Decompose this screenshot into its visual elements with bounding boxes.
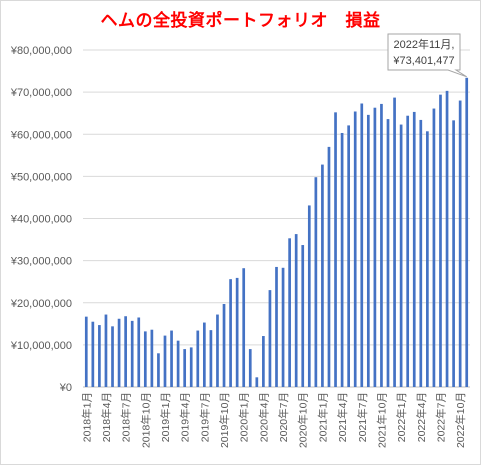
bar bbox=[445, 90, 449, 387]
bar bbox=[458, 100, 462, 388]
bar bbox=[196, 330, 200, 387]
bar bbox=[439, 94, 442, 387]
bar bbox=[248, 349, 252, 387]
chart-title: ヘムの全投資ポートフォリオ 損益 bbox=[100, 11, 381, 31]
bar bbox=[294, 234, 298, 387]
callout-box bbox=[387, 33, 467, 78]
x-tick-label: 2020年10月 bbox=[297, 392, 310, 448]
y-tick-label: ¥70,000,000 bbox=[10, 87, 72, 99]
bar bbox=[426, 131, 429, 387]
bar bbox=[229, 279, 232, 387]
x-tick-label: 2019年10月 bbox=[218, 392, 231, 448]
bar bbox=[288, 238, 291, 387]
bar bbox=[301, 245, 305, 387]
bar bbox=[98, 325, 101, 387]
bar bbox=[183, 349, 187, 387]
bar bbox=[399, 124, 403, 387]
x-tick-label: 2018年7月 bbox=[120, 392, 133, 442]
callout-label-value: ¥73,401,477 bbox=[392, 55, 454, 67]
bar bbox=[111, 326, 114, 387]
bar bbox=[380, 103, 383, 388]
bar bbox=[406, 115, 410, 387]
y-tick-label: ¥60,000,000 bbox=[10, 129, 72, 141]
x-tick-label: 2021年7月 bbox=[356, 392, 369, 442]
y-tick-label: ¥50,000,000 bbox=[10, 171, 72, 183]
bar bbox=[465, 77, 469, 388]
bar bbox=[360, 103, 364, 387]
bar bbox=[170, 330, 173, 387]
bar bbox=[393, 97, 396, 387]
x-tick-label: 2022年10月 bbox=[454, 392, 467, 448]
bar bbox=[222, 304, 226, 387]
bar bbox=[268, 290, 272, 387]
bar bbox=[275, 266, 278, 387]
x-tick-label: 2021年1月 bbox=[316, 392, 329, 442]
bar bbox=[150, 329, 154, 387]
bar bbox=[347, 125, 351, 387]
bar bbox=[334, 112, 337, 387]
bar bbox=[255, 377, 259, 387]
x-tick-label: 2022年4月 bbox=[415, 392, 428, 442]
bar bbox=[157, 353, 160, 387]
bar bbox=[202, 322, 206, 387]
y-tick-label: ¥10,000,000 bbox=[10, 340, 72, 352]
x-tick-label: 2022年7月 bbox=[434, 392, 447, 442]
bar bbox=[235, 277, 239, 387]
x-tick-label: 2022年1月 bbox=[395, 392, 408, 442]
bar bbox=[216, 314, 219, 387]
bar bbox=[104, 314, 108, 387]
x-tick-label: 2019年7月 bbox=[198, 392, 211, 442]
bar bbox=[314, 177, 318, 387]
y-tick-label: ¥40,000,000 bbox=[10, 214, 72, 226]
x-tick-label: 2021年10月 bbox=[375, 392, 388, 448]
bar bbox=[91, 321, 95, 387]
x-tick-label: 2018年4月 bbox=[100, 392, 113, 442]
x-tick-label: 2020年7月 bbox=[277, 392, 290, 442]
bar bbox=[340, 132, 344, 387]
bar bbox=[163, 335, 167, 387]
bar bbox=[209, 330, 213, 387]
bar bbox=[321, 164, 324, 387]
bar bbox=[189, 347, 193, 387]
bar bbox=[353, 111, 357, 387]
bar bbox=[452, 120, 455, 387]
bar bbox=[366, 114, 370, 387]
x-tick-label: 2020年4月 bbox=[257, 392, 270, 442]
bar bbox=[262, 336, 265, 387]
bar bbox=[176, 340, 180, 387]
bar bbox=[124, 316, 127, 387]
bar bbox=[327, 146, 331, 387]
bar bbox=[412, 111, 416, 387]
y-tick-label: ¥20,000,000 bbox=[10, 298, 72, 310]
bar bbox=[386, 119, 390, 388]
x-tick-label: 2019年1月 bbox=[159, 392, 172, 442]
bar bbox=[373, 107, 377, 388]
bar bbox=[242, 268, 246, 387]
bar bbox=[419, 119, 423, 388]
bar bbox=[130, 320, 134, 387]
x-tick-label: 2021年4月 bbox=[336, 392, 349, 442]
callout-label-date: 2022年11月, bbox=[394, 37, 455, 51]
y-tick-label: ¥30,000,000 bbox=[10, 256, 72, 268]
x-tick-label: 2019年4月 bbox=[179, 392, 192, 442]
bar bbox=[117, 318, 121, 387]
x-tick-label: 2020年1月 bbox=[238, 392, 251, 442]
y-tick-label: ¥80,000,000 bbox=[10, 45, 72, 57]
bar bbox=[307, 205, 311, 387]
x-tick-label: 2018年10月 bbox=[139, 392, 152, 448]
bar bbox=[137, 317, 141, 387]
bar bbox=[143, 331, 147, 387]
bar bbox=[281, 267, 285, 387]
bar bbox=[84, 316, 88, 387]
y-tick-label: ¥0 bbox=[59, 382, 72, 394]
x-tick-label: 2018年1月 bbox=[80, 392, 93, 442]
bar bbox=[432, 108, 436, 388]
